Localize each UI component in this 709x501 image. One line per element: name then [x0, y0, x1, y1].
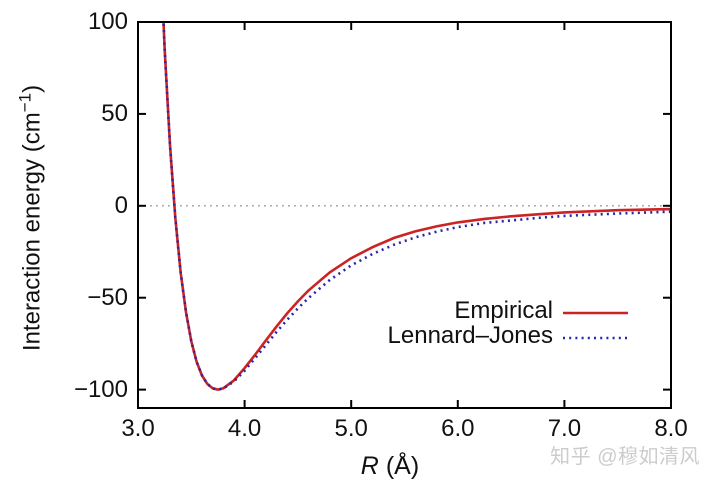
y-tick-label--50: −50 [87, 283, 128, 311]
x-tick-label-8: 8.0 [654, 415, 688, 442]
x-tick-label-3: 3.0 [121, 415, 155, 442]
y-tick-label-0: 0 [114, 191, 128, 219]
x-axis-unit: (Å) [385, 452, 420, 480]
y-tick-label-100: 100 [87, 8, 128, 35]
x-tick-label-5: 5.0 [334, 415, 368, 442]
y-tick-label-50: 50 [101, 99, 128, 127]
watermark-text: 知乎 @穆如清风 [550, 446, 700, 468]
x-tick-label-7: 7.0 [547, 415, 582, 442]
plot-frame [137, 21, 672, 409]
y-axis-label-text: Interaction energy (cm [18, 112, 46, 352]
y-axis-label-close: ) [18, 84, 46, 93]
curve-lennard-jones [162, 22, 671, 391]
y-axis-label: Interaction energy (cm−1) [16, 85, 47, 351]
legend-label-lennard-jones: Lennard–Jones [387, 322, 553, 349]
y-tick-label--100: −100 [73, 375, 128, 403]
x-axis-variable: R [360, 452, 379, 480]
x-tick-label-4: 4.0 [227, 415, 262, 442]
curves-group [162, 22, 671, 391]
y-axis-label-superscript: −1 [15, 92, 35, 113]
x-axis-label: R (Å) [320, 452, 460, 481]
legend-label-empirical: Empirical [454, 297, 553, 324]
x-tick-label-6: 6.0 [441, 415, 475, 442]
